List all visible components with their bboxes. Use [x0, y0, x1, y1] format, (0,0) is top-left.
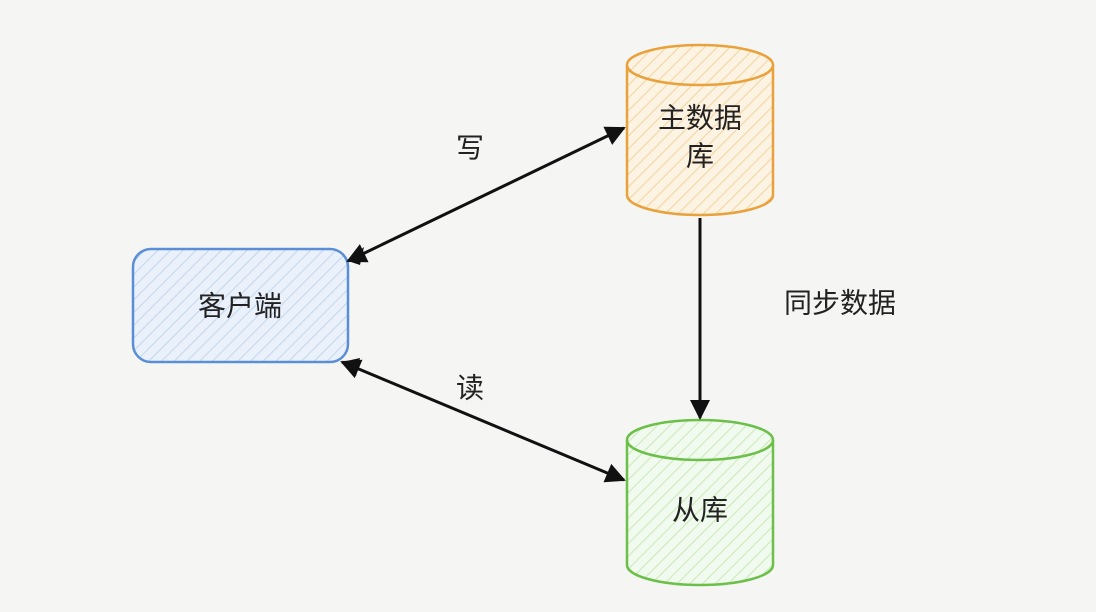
node-client: 客户端	[133, 249, 348, 362]
edge-read-label: 读	[456, 372, 484, 403]
edge-write: 写	[348, 128, 624, 261]
node-master-db-label-2: 库	[686, 140, 714, 171]
node-master-db: 主数据 库	[627, 45, 773, 215]
node-slave-db: 从库	[627, 420, 773, 585]
edge-write-label: 写	[456, 132, 484, 163]
node-slave-db-label: 从库	[672, 494, 728, 525]
arrowhead-read-start	[342, 358, 360, 376]
node-master-db-label-1: 主数据	[658, 102, 742, 133]
edge-read: 读	[342, 362, 624, 480]
arrowhead-write-start	[348, 247, 364, 265]
edge-sync-label: 同步数据	[784, 287, 896, 318]
edge-sync: 同步数据	[700, 218, 896, 418]
node-client-label: 客户端	[198, 290, 282, 321]
